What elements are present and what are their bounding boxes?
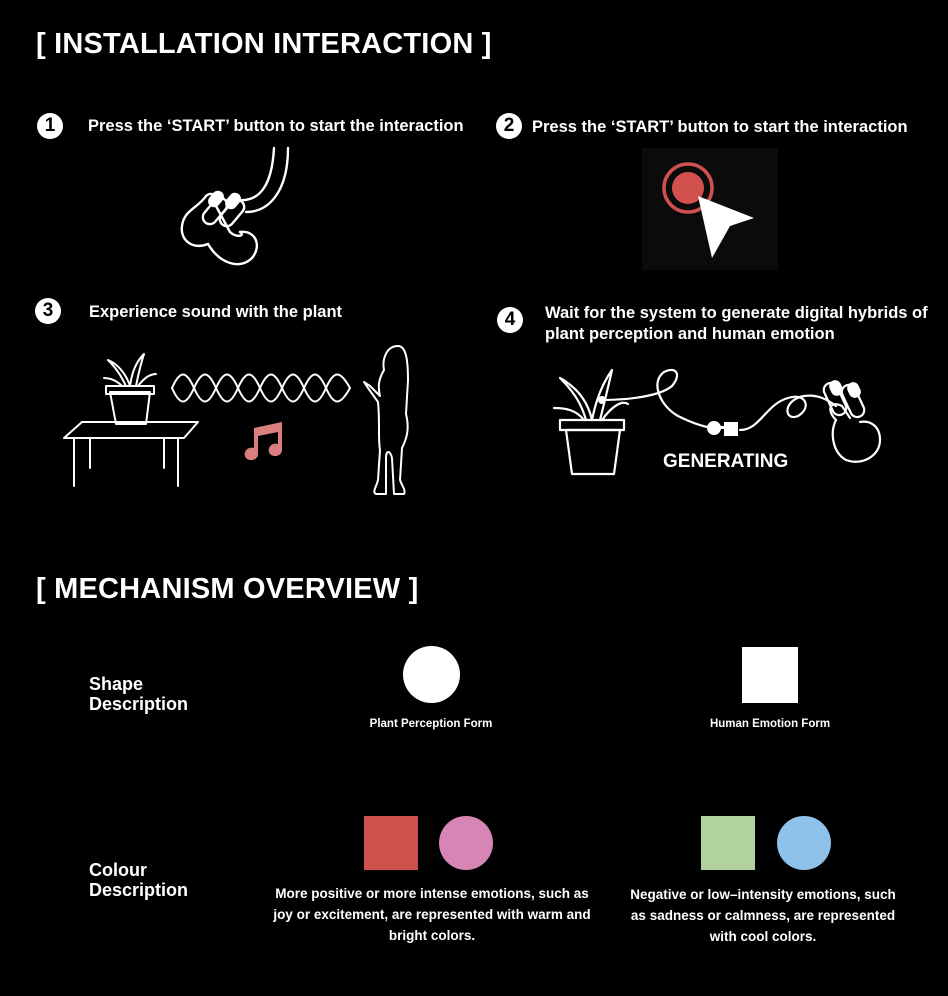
cool-square-swatch: [701, 816, 755, 870]
step-3-text: Experience sound with the plant: [89, 303, 343, 321]
step-2-text: Press the ‘START’ button to start the in…: [532, 118, 908, 136]
step-2-number: 2: [496, 113, 522, 139]
colour-description-label: Colour Description: [89, 860, 189, 900]
generating-label: GENERATING: [663, 451, 789, 472]
plant-sound-person-icon: [63, 345, 409, 495]
shape-description-label: Shape Description: [89, 674, 189, 714]
plant-to-hand-generation-icon: [552, 368, 882, 476]
step-4-text: Wait for the system to generate digital …: [545, 304, 928, 343]
touch-hand-icon: [180, 146, 290, 266]
warm-square-swatch: [364, 816, 418, 870]
positive-emotion-text: More positive or more intense emotions, …: [273, 886, 591, 943]
step-1-text: Press the ‘START’ button to start the in…: [88, 117, 464, 135]
step-3-number: 3: [35, 298, 61, 324]
plant-perception-circle: [403, 646, 460, 703]
cursor-click-icon: [642, 148, 778, 270]
mechanism-title: [ MECHANISM OVERVIEW ]: [36, 573, 419, 605]
cool-circle-swatch: [777, 816, 831, 870]
warm-circle-swatch: [439, 816, 493, 870]
plant-form-caption: Plant Perception Form: [369, 718, 493, 730]
human-form-caption: Human Emotion Form: [709, 718, 831, 730]
installation-title: [ INSTALLATION INTERACTION ]: [36, 28, 492, 60]
negative-emotion-text: Negative or low–intensity emotions, such…: [630, 887, 896, 944]
human-emotion-square: [742, 647, 798, 703]
step-1-number: 1: [37, 113, 63, 139]
step-4-number: 4: [497, 307, 523, 333]
